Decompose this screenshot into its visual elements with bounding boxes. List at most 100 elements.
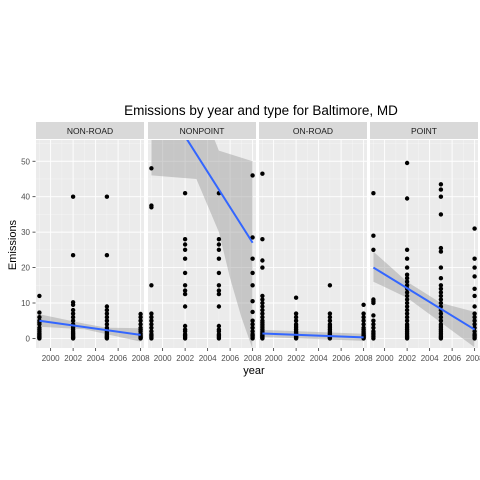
data-point xyxy=(438,212,444,217)
confidence-band xyxy=(151,140,253,348)
x-tick-label: 2004 xyxy=(87,354,105,363)
data-point xyxy=(404,265,410,270)
facet-non-road: NON-ROAD 2000 2002 2004 2006 2008 xyxy=(36,122,150,363)
facet-strip xyxy=(370,122,478,139)
x-tick-label: 2008 xyxy=(132,354,150,363)
y-axis: 0 10 20 30 40 50 xyxy=(21,157,36,343)
data-point xyxy=(104,194,110,199)
data-point xyxy=(472,226,477,231)
data-point xyxy=(216,237,222,242)
data-point xyxy=(216,291,222,297)
data-point xyxy=(149,203,154,208)
data-point xyxy=(104,253,110,258)
data-point xyxy=(404,272,410,277)
data-point xyxy=(260,318,265,323)
panel-background xyxy=(259,140,367,348)
x-tick-label: 2006 xyxy=(221,354,239,363)
data-point xyxy=(293,322,299,327)
data-point xyxy=(104,322,110,327)
data-point xyxy=(138,311,143,317)
x-tick-label: 2008 xyxy=(244,354,262,363)
data-point xyxy=(104,315,110,320)
data-point xyxy=(371,325,376,330)
data-point xyxy=(472,322,477,327)
data-point xyxy=(327,318,333,323)
facet-on-road: ON-ROAD 2000 2002 2004 2006 2008 xyxy=(259,122,373,363)
data-point xyxy=(472,318,477,323)
data-point xyxy=(70,315,76,320)
y-axis-title: Emissions xyxy=(7,219,19,270)
data-point xyxy=(250,173,255,178)
data-point xyxy=(216,288,222,293)
data-point xyxy=(472,293,477,299)
data-point xyxy=(472,311,477,316)
fit-line xyxy=(262,332,364,339)
data-point xyxy=(438,249,444,254)
data-point xyxy=(216,283,222,288)
data-point xyxy=(138,322,143,327)
data-point xyxy=(293,318,299,323)
data-point xyxy=(250,318,255,323)
data-point xyxy=(404,297,410,302)
facet-strip-label: NONPOINT xyxy=(180,126,225,136)
data-point xyxy=(404,293,410,299)
data-point xyxy=(371,191,376,196)
data-point xyxy=(404,256,410,261)
data-point xyxy=(149,322,154,327)
data-point xyxy=(404,276,410,281)
data-point xyxy=(182,256,188,261)
data-point xyxy=(404,160,410,166)
x-tick-label: 2002 xyxy=(398,354,416,363)
panel-background xyxy=(370,140,478,348)
data-point xyxy=(371,313,376,318)
data-point xyxy=(216,270,222,276)
y-tick-label: 40 xyxy=(21,193,30,202)
data-point xyxy=(216,304,222,309)
data-point xyxy=(260,171,265,176)
data-point xyxy=(404,279,410,284)
data-point xyxy=(361,302,366,307)
data-point xyxy=(37,325,42,330)
data-point xyxy=(182,283,188,288)
y-tick-label: 10 xyxy=(21,299,30,308)
data-point xyxy=(371,297,376,302)
fit-line xyxy=(39,319,141,336)
data-point xyxy=(216,327,222,332)
data-point xyxy=(104,318,110,323)
x-tick-label: 2000 xyxy=(376,354,394,363)
x-tick-label: 2002 xyxy=(64,354,82,363)
data-point xyxy=(149,311,154,316)
data-point xyxy=(404,300,410,306)
x-tick-label: 2002 xyxy=(287,354,305,363)
data-point xyxy=(438,286,444,291)
data-point xyxy=(371,322,376,327)
data-point xyxy=(404,247,410,252)
facet-panels: NON-ROAD 2000 2002 2004 2006 2008 NONPOINT 2000… xyxy=(36,122,480,363)
x-tick-label: 2002 xyxy=(176,354,194,363)
data-point xyxy=(149,315,154,320)
data-point xyxy=(327,283,333,288)
facet-strip-label: ON-ROAD xyxy=(293,126,333,136)
data-point xyxy=(70,311,76,316)
data-point xyxy=(438,311,444,316)
data-point xyxy=(293,315,299,320)
data-point xyxy=(438,276,444,281)
x-tick-label: 2000 xyxy=(265,354,283,363)
data-point xyxy=(104,311,110,316)
data-point xyxy=(104,304,110,309)
data-point xyxy=(371,318,376,323)
y-tick-label: 50 xyxy=(21,157,30,166)
data-point xyxy=(260,300,265,306)
x-axis-title: year xyxy=(243,365,265,377)
x-tick-label: 2000 xyxy=(42,354,60,363)
data-point xyxy=(472,265,477,270)
x-tick-label: 2006 xyxy=(109,354,127,363)
data-point xyxy=(182,304,188,309)
data-point xyxy=(216,323,222,329)
data-point xyxy=(182,247,188,252)
data-point xyxy=(404,318,410,323)
data-point xyxy=(250,256,255,261)
data-point xyxy=(327,311,333,316)
panel-background xyxy=(36,140,144,348)
